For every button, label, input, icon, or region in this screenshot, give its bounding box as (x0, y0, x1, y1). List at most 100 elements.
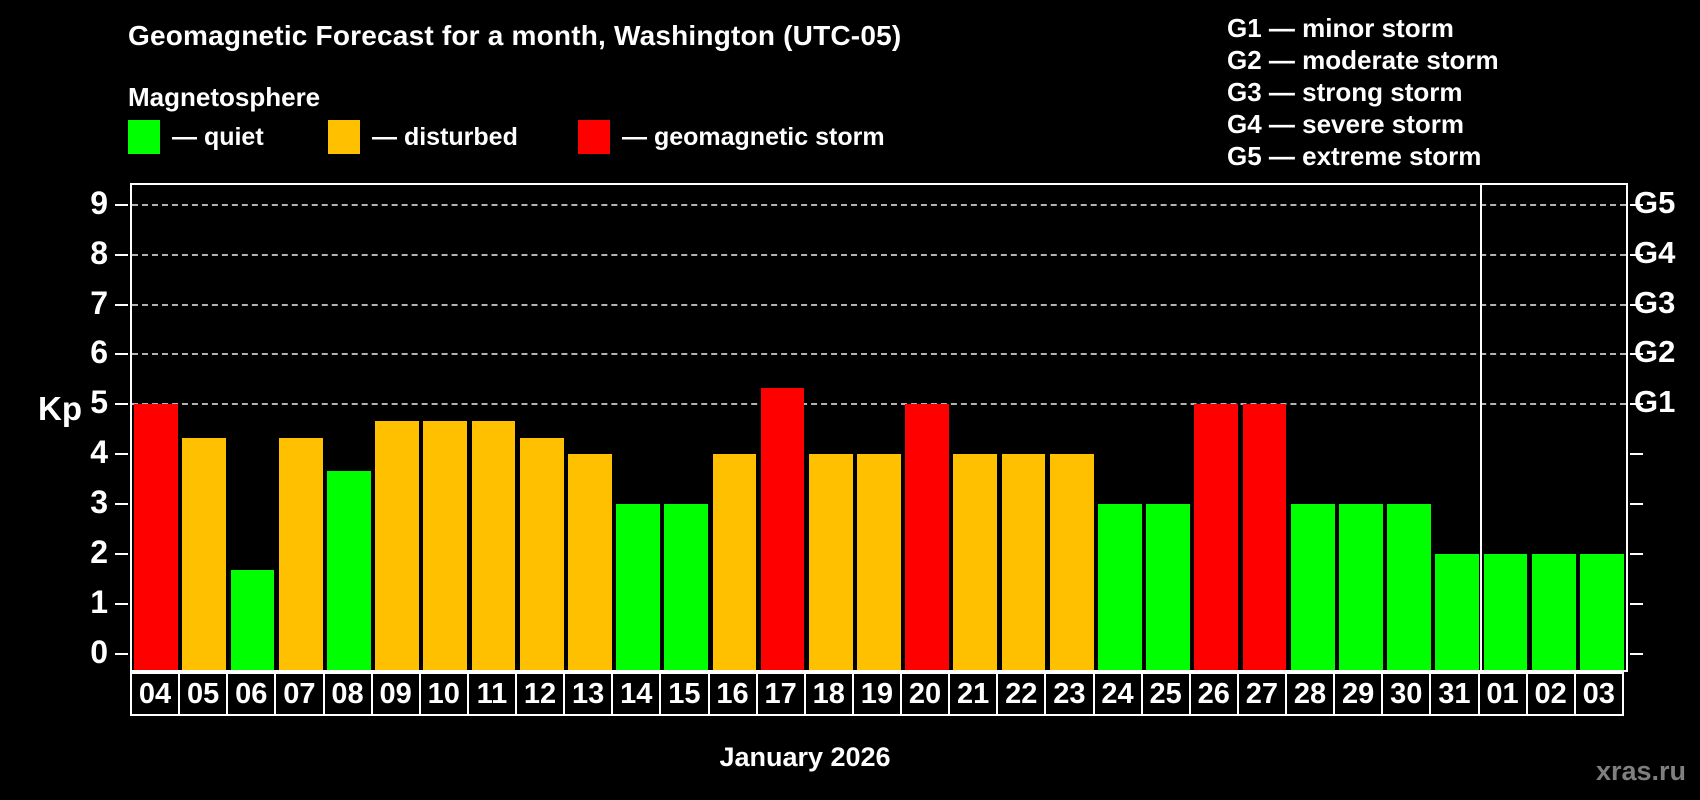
gscale-row-g2: G2 — moderate storm (1227, 45, 1499, 75)
gscale-tick-label-g3: G3 (1634, 284, 1676, 320)
bar-day-06 (230, 570, 275, 670)
bar-day-31 (1435, 553, 1480, 670)
legend-item-disturbed: — disturbed (328, 120, 518, 154)
day-cell-17: 17 (755, 672, 806, 716)
day-cell-12: 12 (515, 672, 566, 716)
y-axis-title: Kp (38, 390, 82, 427)
day-cell-18: 18 (803, 672, 854, 716)
day-cell-30: 30 (1381, 672, 1432, 716)
day-cell-28: 28 (1285, 672, 1336, 716)
bar-day-22 (1001, 454, 1046, 670)
gscale-tick-label-g2: G2 (1634, 334, 1676, 370)
x-axis-title: January 2026 (719, 742, 891, 772)
y-tick-label-2: 2 (90, 533, 108, 570)
y-tick-label-6: 6 (90, 334, 108, 371)
legend-swatch-storm (578, 120, 610, 154)
bar-day-09 (375, 420, 419, 670)
y-tick-left-2 (115, 552, 128, 555)
gscale-tick-label-g5: G5 (1634, 184, 1676, 220)
month-separator (1480, 185, 1483, 670)
y-tick-right-1 (1630, 602, 1643, 605)
bar-day-21 (953, 454, 998, 670)
bar-day-14 (616, 504, 660, 670)
legend-label-quiet: — quiet (172, 122, 264, 151)
bar-day-13 (567, 454, 612, 670)
y-tick-left-7 (115, 303, 128, 306)
chart-title: Geomagnetic Forecast for a month, Washin… (128, 20, 902, 51)
gscale-row-g1: G1 — minor storm (1227, 13, 1454, 43)
legend-label-storm: — geomagnetic storm (622, 122, 885, 151)
gscale-row-g3: G3 — strong storm (1227, 77, 1463, 107)
bar-day-03 (1580, 553, 1624, 670)
day-cell-16: 16 (707, 672, 758, 716)
y-tick-right-0 (1630, 652, 1643, 655)
bar-day-01 (1483, 553, 1528, 670)
legend-swatch-quiet (128, 120, 160, 154)
gridline-kp8 (132, 253, 1626, 256)
y-tick-label-1: 1 (90, 583, 108, 620)
y-tick-label-7: 7 (90, 284, 108, 321)
bar-day-10 (423, 420, 468, 670)
y-tick-label-3: 3 (90, 484, 108, 520)
day-cell-10: 10 (418, 672, 469, 716)
bar-day-26 (1194, 404, 1239, 670)
day-cell-01: 01 (1477, 672, 1528, 716)
legend-item-quiet: — quiet (128, 120, 264, 154)
day-cell-20: 20 (900, 672, 951, 716)
gscale-tick-label-g4: G4 (1634, 234, 1676, 270)
y-tick-left-8 (115, 253, 128, 256)
gridline-kp6 (132, 353, 1626, 356)
bar-day-12 (519, 437, 564, 670)
y-tick-left-0 (115, 652, 128, 655)
y-tick-left-6 (115, 353, 128, 356)
gridline-kp7 (132, 303, 1626, 306)
day-cell-24: 24 (1092, 672, 1143, 716)
day-cell-31: 31 (1429, 672, 1480, 716)
bar-day-17 (760, 387, 805, 670)
bar-day-15 (664, 504, 709, 670)
x-axis-day-labels: 04 05 06 07 08 09 10 11 12 13 14 15 16 17 18 19 20 21 22 23… (130, 672, 1624, 716)
y-tick-left-3 (115, 503, 128, 505)
bar-day-07 (278, 437, 323, 670)
y-tick-right-3 (1630, 503, 1643, 505)
bar-day-19 (857, 454, 901, 670)
day-cell-07: 07 (274, 672, 325, 716)
day-cell-15: 15 (659, 672, 710, 716)
legend-item-storm: — geomagnetic storm (578, 120, 885, 154)
bar-day-20 (905, 404, 950, 670)
y-tick-label-9: 9 (90, 184, 108, 221)
day-cell-08: 08 (322, 672, 373, 716)
day-cell-14: 14 (611, 672, 662, 716)
day-cell-13: 13 (563, 672, 614, 716)
y-tick-label-5: 5 (90, 384, 108, 421)
day-cell-26: 26 (1188, 672, 1239, 716)
day-cell-06: 06 (226, 672, 277, 716)
bar-day-11 (471, 420, 516, 670)
bar-day-24 (1098, 504, 1142, 670)
y-tick-label-0: 0 (90, 633, 108, 670)
gscale-row-g5: G5 — extreme storm (1227, 141, 1482, 171)
plot-area: 0 1 2 3 4 5 6 7 8 9 G1 G2 G3 G4 G5 (90, 183, 1675, 672)
gscale-legend: G1 — minor storm G2 — moderate storm G3 — … (1227, 12, 1499, 172)
bar-day-18 (808, 454, 853, 670)
day-cell-25: 25 (1140, 672, 1191, 716)
y-tick-left-5 (115, 403, 128, 406)
chart-subtitle: Magnetosphere (128, 82, 321, 112)
y-tick-left-1 (115, 602, 128, 605)
day-cell-19: 19 (851, 672, 902, 716)
y-tick-right-5 (1630, 403, 1643, 406)
bar-day-08 (326, 470, 371, 670)
watermark: xras.ru (1595, 756, 1686, 786)
y-tick-left-9 (115, 203, 128, 206)
y-tick-label-8: 8 (90, 234, 108, 271)
y-tick-label-4: 4 (90, 434, 108, 471)
y-tick-right-9 (1630, 203, 1643, 206)
gridline-kp9 (132, 203, 1626, 206)
day-cell-29: 29 (1333, 672, 1384, 716)
bar-day-02 (1531, 553, 1576, 670)
day-cell-03: 03 (1573, 672, 1624, 716)
bar-day-16 (712, 454, 757, 670)
day-cell-09: 09 (370, 672, 421, 716)
day-cell-04: 04 (130, 672, 181, 716)
